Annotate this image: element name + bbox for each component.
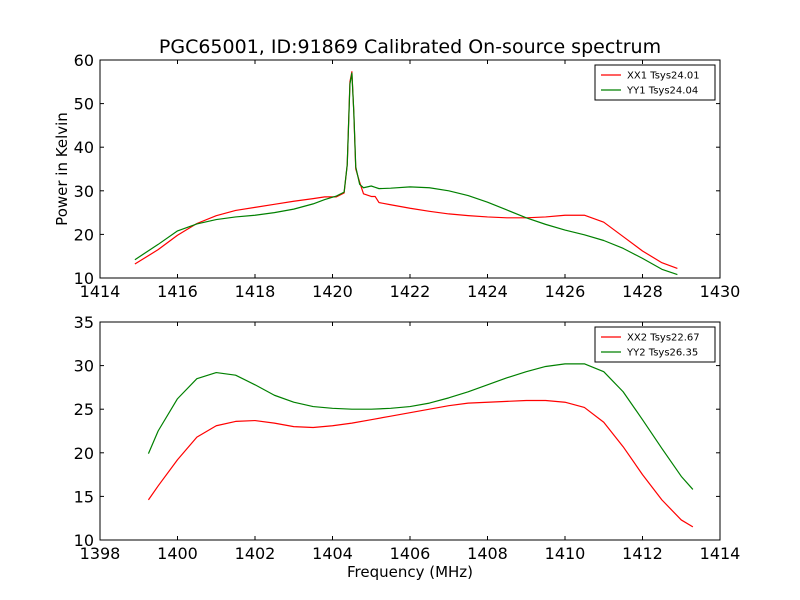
y-tick-label-1-5: 60 bbox=[74, 51, 94, 70]
x-tick-label-2-4: 1406 bbox=[390, 544, 431, 563]
subplot-1: 1414 1416 1418 1420 1422 1424 1426 1428 1430 10 20… bbox=[53, 51, 740, 301]
legend-label-2-1: XX2 Tsys22.67 bbox=[627, 333, 700, 344]
y-tick-label-1-0: 10 bbox=[74, 269, 94, 288]
x-tick-label-1-4: 1422 bbox=[390, 282, 431, 301]
x-tick-label-1-7: 1428 bbox=[622, 282, 663, 301]
x-tick-label-2-1: 1400 bbox=[157, 544, 198, 563]
series-line-1-2 bbox=[134, 72, 678, 276]
x-tick-label-1-8: 1430 bbox=[700, 282, 741, 301]
legend-2: XX2 Tsys22.67 YY2 Tsys26.35 bbox=[594, 326, 716, 363]
y-tick-label-1-1: 20 bbox=[74, 225, 94, 244]
x-tick-label-1-2: 1418 bbox=[235, 282, 276, 301]
legend-box-1 bbox=[594, 64, 716, 101]
legend-label-1-2: YY1 Tsys24.04 bbox=[626, 86, 698, 97]
y-tick-label-2-5: 35 bbox=[74, 313, 94, 332]
x-tick-label-2-3: 1404 bbox=[312, 544, 353, 563]
x-tick-label-2-6: 1410 bbox=[545, 544, 586, 563]
y-tick-label-2-2: 20 bbox=[74, 444, 94, 463]
y-tick-label-2-0: 10 bbox=[74, 531, 94, 550]
subplot-2: 1398 1400 1402 1404 1406 1408 1410 1412 1414 10 15… bbox=[74, 313, 741, 581]
series-line-2-2 bbox=[147, 363, 694, 490]
y-tick-label-1-3: 40 bbox=[74, 138, 94, 157]
plots-group: 1414 1416 1418 1420 1422 1424 1426 1428 1430 10 20… bbox=[53, 51, 740, 581]
x-tick-label-2-8: 1414 bbox=[700, 544, 741, 563]
x-tick-label-1-3: 1420 bbox=[312, 282, 353, 301]
series-line-2-1 bbox=[147, 399, 694, 528]
legend-box-2 bbox=[594, 326, 716, 363]
x-tick-label-2-0: 1398 bbox=[80, 544, 121, 563]
x-tick-label-2-2: 1402 bbox=[235, 544, 276, 563]
x-tick-label-2-7: 1412 bbox=[622, 544, 663, 563]
y-axis-label-1: Power in Kelvin bbox=[53, 112, 71, 226]
y-tick-label-2-3: 25 bbox=[74, 400, 94, 419]
y-tick-label-2-4: 30 bbox=[74, 357, 94, 376]
series-line-1-1 bbox=[134, 71, 678, 269]
x-tick-label-1-1: 1416 bbox=[157, 282, 198, 301]
x-axis-label-2: Frequency (MHz) bbox=[347, 563, 473, 581]
y-tick-label-1-2: 30 bbox=[74, 182, 94, 201]
y-tick-label-1-4: 50 bbox=[74, 95, 94, 114]
x-tick-label-2-5: 1408 bbox=[467, 544, 508, 563]
x-tick-label-1-6: 1426 bbox=[545, 282, 586, 301]
chart-title: PGC65001, ID:91869 Calibrated On-source … bbox=[159, 36, 661, 58]
legend-label-1-1: XX1 Tsys24.01 bbox=[627, 71, 700, 82]
x-tick-label-1-0: 1414 bbox=[80, 282, 121, 301]
x-tick-label-1-5: 1424 bbox=[467, 282, 508, 301]
legend-label-2-2: YY2 Tsys26.35 bbox=[626, 348, 698, 359]
y-tick-label-2-1: 15 bbox=[74, 487, 94, 506]
legend-1: XX1 Tsys24.01 YY1 Tsys24.04 bbox=[594, 64, 716, 101]
